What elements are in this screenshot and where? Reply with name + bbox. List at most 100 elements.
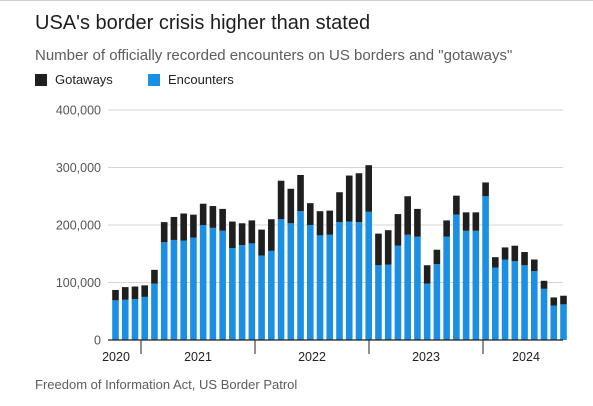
chart-title: USA's border crisis higher than stated [35, 12, 371, 34]
bar-encounters [219, 230, 226, 340]
bar-encounters [394, 245, 402, 340]
bar-encounters [112, 300, 119, 340]
bar-gotaways [501, 247, 509, 260]
bar-encounters [131, 299, 139, 340]
y-tick-label: 0 [94, 334, 101, 348]
bar-gotaways [453, 195, 460, 215]
bar-gotaways [277, 180, 285, 220]
bar-encounters [453, 214, 460, 340]
bar-gotaways [443, 220, 450, 237]
bar-encounters [121, 299, 129, 340]
bar-gotaways [160, 222, 168, 243]
y-tick-label: 300,000 [56, 161, 101, 175]
bar-gotaways [404, 196, 411, 235]
bar-gotaways [511, 245, 519, 262]
bar-gotaways [482, 182, 489, 197]
bar-gotaways [560, 295, 567, 305]
bar-encounters [170, 239, 178, 340]
bar-gotaways [199, 203, 207, 225]
bar-gotaways [170, 216, 178, 240]
bar-gotaways [550, 297, 558, 306]
bar-gotaways [375, 233, 382, 266]
bar-gotaways [190, 214, 197, 238]
legend-label-gotaways: Gotaways [55, 72, 113, 87]
bar-gotaways [462, 212, 470, 231]
top-rule [0, 0, 593, 1]
bar-gotaways [131, 286, 139, 300]
bar-encounters [472, 230, 480, 340]
legend-swatch-gotaways [35, 73, 47, 86]
bar-encounters [248, 243, 256, 340]
bar-encounters [190, 237, 197, 340]
bar-encounters [180, 240, 187, 340]
bar-encounters [384, 264, 392, 340]
bar-encounters [268, 250, 275, 340]
bar-encounters [540, 288, 548, 340]
x-year-label: 2023 [412, 350, 440, 364]
bar-encounters [355, 222, 363, 340]
bar-gotaways [151, 269, 158, 284]
bar-gotaways [365, 165, 373, 212]
bar-gotaways [219, 208, 226, 231]
bar-encounters [336, 222, 343, 340]
bar-gotaways [306, 203, 314, 225]
bar-encounters [209, 227, 217, 340]
bar-gotaways [423, 265, 431, 284]
bar-gotaways [326, 210, 334, 235]
bar-gotaways [492, 257, 499, 268]
bar-gotaways [248, 220, 256, 244]
bar-encounters [433, 264, 441, 340]
chart-subtitle: Number of officially recorded encounters… [35, 47, 513, 64]
bar-gotaways [345, 175, 353, 222]
x-year-label: 2022 [298, 350, 326, 364]
bar-gotaways [238, 223, 246, 246]
legend-swatch-encounters [148, 73, 160, 86]
bar-encounters [414, 236, 421, 340]
x-year-label: 2024 [512, 350, 540, 364]
bar-gotaways [287, 188, 295, 224]
bar-encounters [199, 225, 207, 340]
stacked-bar-chart: 0 100,000 200,000 300,000 400,000 2020 2021 202… [56, 104, 567, 364]
bar-encounters [560, 304, 567, 340]
bar-gotaways [121, 287, 129, 300]
legend-label-encounters: Encounters [168, 72, 234, 87]
bar-gotaways [336, 192, 343, 223]
bar-encounters [316, 235, 324, 340]
bar-encounters [326, 234, 334, 340]
bar-gotaways [112, 289, 119, 301]
bar-gotaways [384, 230, 392, 265]
bar-encounters [277, 219, 285, 340]
bar-encounters [375, 265, 382, 340]
bar-encounters [492, 267, 499, 340]
bar-encounters [151, 283, 158, 340]
bar-encounters [141, 296, 149, 340]
bar-gotaways [355, 173, 363, 223]
bar-encounters [443, 236, 450, 340]
bar-gotaways [180, 213, 187, 241]
bar-encounters [404, 234, 411, 340]
bar-encounters [306, 225, 314, 340]
bar-gotaways [472, 212, 480, 231]
bar-encounters [229, 248, 236, 340]
bar-gotaways [521, 252, 528, 266]
bar-gotaways [394, 214, 402, 246]
bar-encounters [521, 265, 528, 340]
bar-gotaways [414, 208, 421, 237]
bar-gotaways [268, 219, 275, 251]
bar-gotaways [258, 229, 265, 256]
bar-gotaways [141, 285, 149, 297]
source-note: Freedom of Information Act, US Border Pa… [35, 377, 298, 392]
bar-gotaways [540, 280, 548, 289]
bar-encounters [462, 230, 470, 340]
legend-item-encounters: Encounters [148, 72, 234, 87]
bar-encounters [550, 305, 558, 340]
bar-encounters [287, 223, 295, 340]
bar-encounters [160, 242, 168, 340]
bar-encounters [345, 221, 353, 340]
bar-gotaways [316, 211, 324, 236]
y-tick-label: 100,000 [56, 276, 101, 290]
bar-encounters [530, 271, 538, 340]
bar-encounters [501, 259, 509, 340]
bar-gotaways [229, 221, 236, 248]
bar-encounters [511, 261, 519, 340]
